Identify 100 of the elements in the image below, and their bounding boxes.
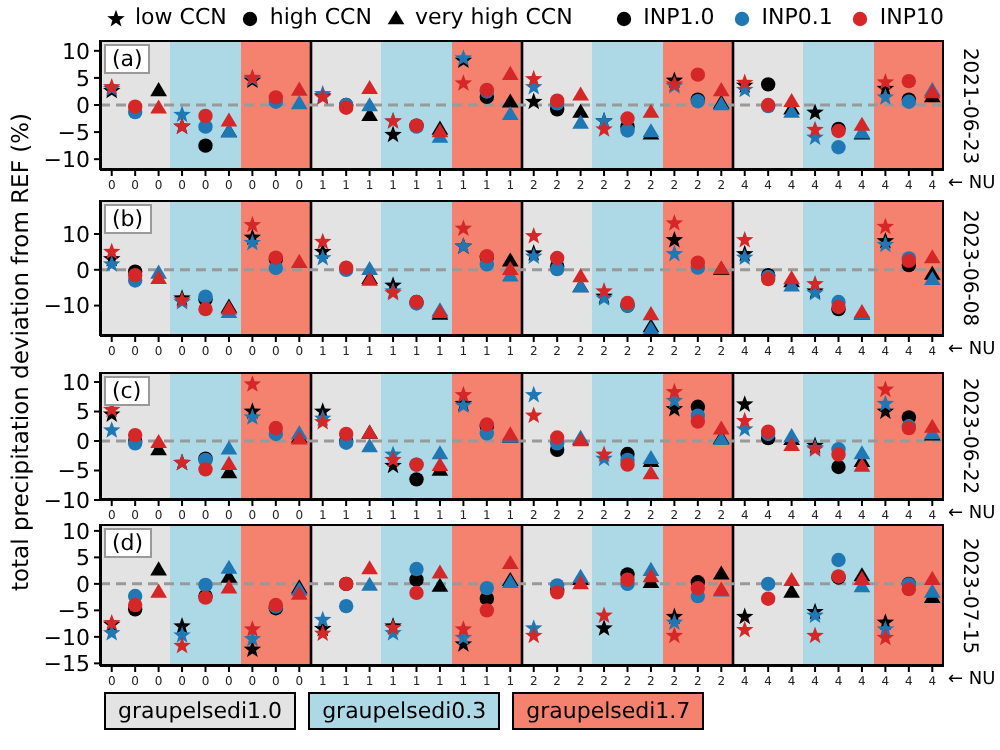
point xyxy=(454,620,473,637)
point xyxy=(876,73,895,90)
point xyxy=(501,260,519,276)
point xyxy=(409,561,424,577)
point xyxy=(690,255,706,270)
point xyxy=(454,74,473,91)
point xyxy=(735,395,754,412)
point xyxy=(220,112,238,127)
point xyxy=(243,375,262,392)
x-axis-title: ← NU xyxy=(948,502,996,526)
point xyxy=(243,233,262,251)
point xyxy=(735,620,754,638)
point xyxy=(524,92,543,110)
point xyxy=(642,306,660,321)
point xyxy=(923,418,941,433)
point xyxy=(524,385,543,403)
point xyxy=(361,79,378,95)
point xyxy=(831,140,846,155)
point xyxy=(876,628,895,646)
point xyxy=(901,581,917,597)
point xyxy=(853,116,871,131)
point xyxy=(290,253,308,268)
point xyxy=(665,230,684,248)
point xyxy=(150,82,167,97)
point xyxy=(384,450,402,468)
point xyxy=(853,445,871,460)
point xyxy=(524,406,543,424)
point xyxy=(923,570,941,585)
point xyxy=(642,465,660,480)
point xyxy=(501,554,519,570)
y-tick-label: 0 xyxy=(76,257,90,284)
y2-axis-title: 2023-06-08 xyxy=(956,209,980,327)
point xyxy=(243,620,262,637)
point xyxy=(409,585,424,601)
point xyxy=(501,105,519,121)
y-tick-label: 5 xyxy=(76,399,90,426)
y-tick-label: −10 xyxy=(43,487,90,514)
point xyxy=(313,624,332,642)
y-tick-label: 10 xyxy=(62,38,90,65)
point xyxy=(831,552,846,568)
point xyxy=(620,111,635,126)
point xyxy=(665,214,684,231)
point xyxy=(549,430,565,445)
point xyxy=(102,421,121,438)
point xyxy=(760,591,776,606)
y-tick-label: 10 xyxy=(62,518,90,545)
point xyxy=(806,626,824,644)
text: graupelsedi1.0 xyxy=(104,692,297,730)
point xyxy=(690,67,706,82)
text: INP0.1 xyxy=(759,4,833,32)
point xyxy=(572,268,589,283)
point xyxy=(783,571,800,586)
point xyxy=(665,382,684,400)
point xyxy=(198,138,213,153)
point xyxy=(173,105,191,123)
text: graupelsedi0.3 xyxy=(308,692,501,730)
point xyxy=(923,583,941,598)
point xyxy=(665,626,684,644)
point xyxy=(690,580,706,596)
point xyxy=(690,414,706,429)
point xyxy=(595,619,613,636)
point xyxy=(572,575,589,590)
point xyxy=(524,69,543,87)
y-tick-label: −10 xyxy=(43,146,90,173)
text: high CCN xyxy=(267,4,372,32)
y-tick-label: 5 xyxy=(76,65,90,92)
point xyxy=(501,65,519,80)
point xyxy=(831,459,846,475)
point xyxy=(243,215,262,233)
y2-axis-title: 2023-06-22 xyxy=(956,377,980,495)
point xyxy=(783,92,800,108)
point xyxy=(431,577,449,592)
point xyxy=(479,603,495,618)
y2-axis-title: 2023-07-15 xyxy=(956,536,980,654)
point xyxy=(150,561,167,576)
text: low CCN xyxy=(133,4,227,32)
text: INP1.0 xyxy=(641,4,715,32)
point xyxy=(313,610,332,628)
point xyxy=(735,411,754,429)
point xyxy=(572,103,589,118)
point xyxy=(384,125,402,143)
point xyxy=(923,271,941,286)
point xyxy=(127,427,143,443)
x-axis-title: ← NU xyxy=(948,172,996,196)
point xyxy=(712,82,730,97)
point xyxy=(783,436,800,452)
point xyxy=(876,394,895,412)
point xyxy=(806,274,824,292)
text: very high CCN xyxy=(412,4,573,32)
point xyxy=(572,114,589,129)
point xyxy=(454,385,473,403)
y-tick-label: −5 xyxy=(57,598,90,625)
point xyxy=(173,636,191,654)
point xyxy=(150,433,167,449)
point xyxy=(806,120,824,138)
point xyxy=(454,219,473,237)
point xyxy=(220,455,238,470)
point xyxy=(665,613,684,630)
y-tick-label: 10 xyxy=(62,369,90,396)
point xyxy=(595,606,613,624)
